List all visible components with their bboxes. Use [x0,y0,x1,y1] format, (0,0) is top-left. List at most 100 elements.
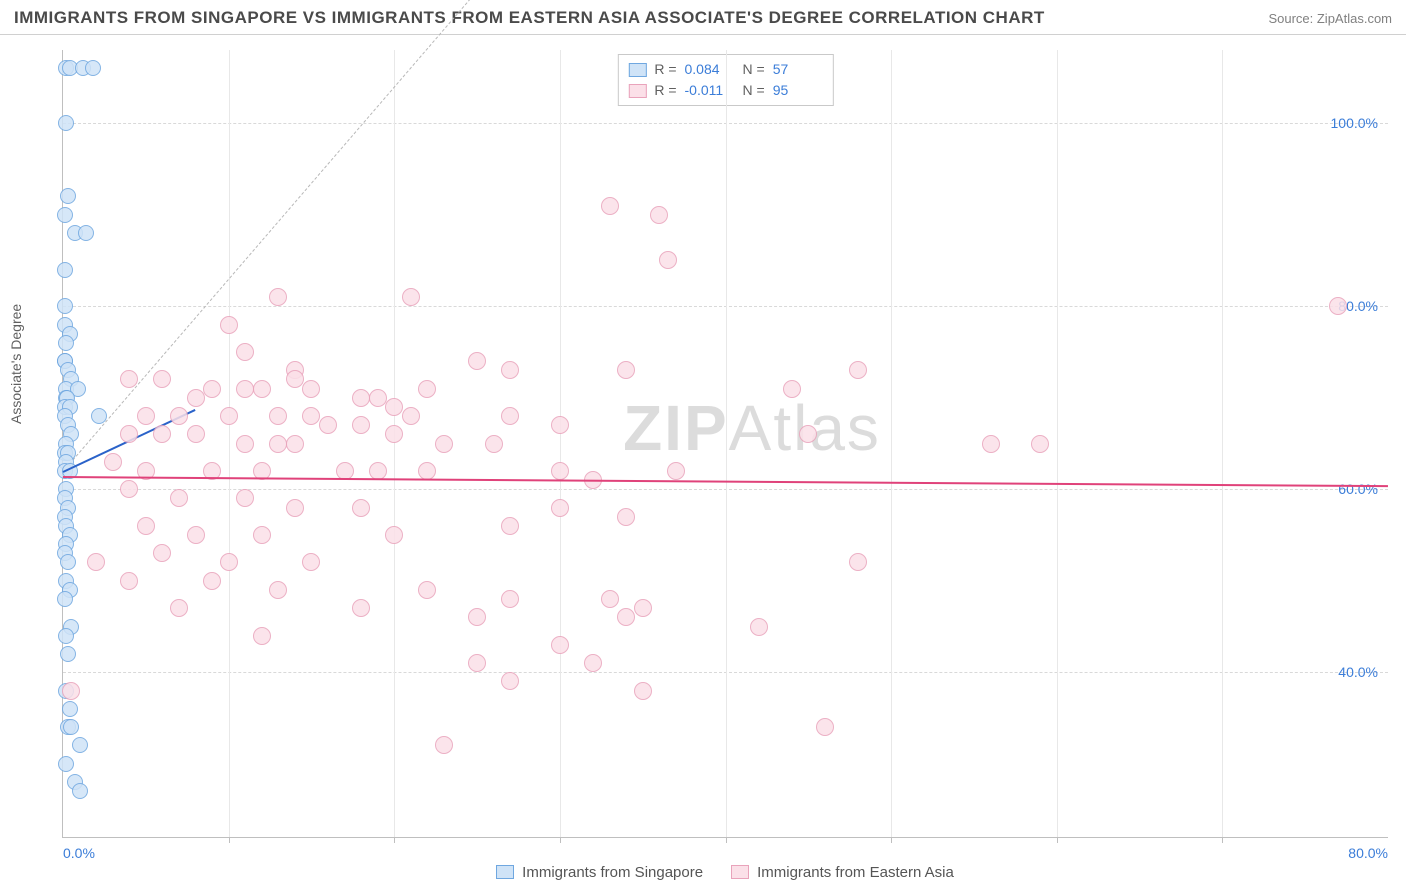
data-point [783,380,801,398]
data-point [385,398,403,416]
data-point [385,425,403,443]
data-point [385,526,403,544]
data-point [468,654,486,672]
chart-area: Associate's Degree ZIPAtlas R =0.084N =5… [14,44,1392,884]
legend-item: Immigrants from Singapore [496,864,703,881]
legend-item: Immigrants from Eastern Asia [731,864,954,881]
data-point [468,352,486,370]
data-point [220,553,238,571]
data-point [501,517,519,535]
data-point [584,654,602,672]
watermark: ZIPAtlas [623,391,881,465]
data-point [137,517,155,535]
data-point [120,425,138,443]
data-point [601,197,619,215]
series-swatch [496,865,514,879]
source-attribution: Source: ZipAtlas.com [1268,11,1392,26]
data-point [170,407,188,425]
x-tick-label: 0.0% [63,845,95,861]
data-point [286,370,304,388]
n-label: N = [743,59,765,80]
gridline-vertical [229,50,230,837]
data-point [170,489,188,507]
data-point [87,553,105,571]
gridline-vertical [891,50,892,837]
r-label: R = [654,59,676,80]
data-point [418,380,436,398]
data-point [120,370,138,388]
data-point [236,380,254,398]
data-point [435,736,453,754]
chart-title: IMMIGRANTS FROM SINGAPORE VS IMMIGRANTS … [14,8,1045,28]
data-point [85,60,101,76]
x-tick-mark [560,837,561,843]
r-value: 0.084 [685,59,735,80]
n-value: 57 [773,59,823,80]
data-point [849,553,867,571]
y-tick-label: 60.0% [1338,481,1378,497]
data-point [78,225,94,241]
data-point [63,719,79,735]
data-point [750,618,768,636]
series-swatch [628,63,646,77]
data-point [170,599,188,617]
data-point [501,361,519,379]
data-point [319,416,337,434]
x-tick-mark [229,837,230,843]
data-point [236,343,254,361]
data-point [91,408,107,424]
data-point [286,435,304,453]
data-point [58,115,74,131]
data-point [253,526,271,544]
chart-header: IMMIGRANTS FROM SINGAPORE VS IMMIGRANTS … [0,0,1406,35]
data-point [57,298,73,314]
y-tick-label: 100.0% [1331,115,1378,131]
gridline-vertical [1222,50,1223,837]
gridline-vertical [394,50,395,837]
data-point [302,553,320,571]
data-point [57,591,73,607]
data-point [220,316,238,334]
data-point [849,361,867,379]
data-point [269,581,287,599]
data-point [418,462,436,480]
data-point [60,554,76,570]
data-point [402,407,420,425]
data-point [60,646,76,662]
data-point [104,453,122,471]
data-point [468,608,486,626]
data-point [302,407,320,425]
data-point [501,672,519,690]
data-point [982,435,1000,453]
data-point [120,480,138,498]
data-point [220,407,238,425]
data-point [153,425,171,443]
x-tick-mark [1222,837,1223,843]
data-point [650,206,668,224]
data-point [369,389,387,407]
data-point [187,526,205,544]
data-point [187,425,205,443]
data-point [203,380,221,398]
data-point [501,407,519,425]
data-point [137,407,155,425]
data-point [72,737,88,753]
y-tick-label: 40.0% [1338,664,1378,680]
data-point [236,435,254,453]
data-point [418,581,436,599]
data-point [1329,297,1347,315]
data-point [58,756,74,772]
data-point [435,435,453,453]
data-point [551,462,569,480]
x-tick-mark [726,837,727,843]
data-point [57,207,73,223]
data-point [253,380,271,398]
legend-label: Immigrants from Eastern Asia [757,864,954,881]
x-tick-mark [394,837,395,843]
data-point [253,627,271,645]
data-point [501,590,519,608]
diagonal-reference-line [63,0,488,472]
r-value: -0.011 [685,80,735,101]
data-point [799,425,817,443]
data-point [601,590,619,608]
